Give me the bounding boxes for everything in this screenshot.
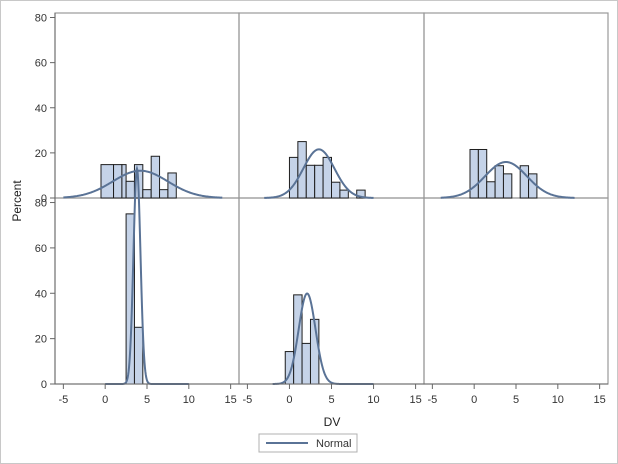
histogram-bar (477, 148, 488, 199)
normal-curve (105, 164, 189, 385)
histogram-bar (288, 156, 299, 199)
x-tick-label: 5 (328, 394, 334, 406)
y-tick-label: 0 (41, 379, 47, 391)
x-tick-label: 0 (471, 394, 477, 406)
y-tick-label: 40 (35, 288, 47, 300)
panel-border (238, 197, 425, 385)
legend-normal-label: Normal (316, 438, 351, 450)
y-tick-label: 20 (35, 334, 47, 346)
panel-border (423, 12, 609, 199)
histogram-bar (322, 156, 333, 199)
histogram-bar (469, 148, 479, 199)
x-tick-label: 15 (225, 394, 237, 406)
x-tick-label: 10 (552, 394, 564, 406)
histogram-bar (159, 189, 169, 199)
x-tick-label: 5 (144, 394, 150, 406)
histogram-bar (142, 189, 152, 199)
y-tick-label: 40 (35, 103, 47, 115)
x-tick-label: -5 (427, 394, 437, 406)
panel-r0-c2 (440, 148, 575, 199)
histogram-bar (494, 165, 504, 199)
legend: Normal (258, 433, 358, 453)
y-tick-label: 20 (35, 148, 47, 160)
x-tick-label: 10 (367, 394, 379, 406)
normal-curve (440, 161, 575, 199)
histogram-bar (314, 164, 324, 199)
histogram-bar (125, 180, 135, 199)
histogram-bar (356, 189, 366, 199)
panel-r1-c0 (105, 164, 189, 385)
histogram-bar (150, 155, 161, 199)
histogram-bar (486, 181, 496, 199)
y-tick-label: 80 (35, 198, 47, 210)
histogram-bar (133, 326, 144, 385)
panels-layer (54, 12, 609, 385)
panel-r1-c1 (272, 292, 374, 385)
panel-border (54, 197, 240, 385)
x-tick-label: -5 (58, 394, 68, 406)
x-tick-label: 0 (102, 394, 108, 406)
normal-curve (63, 169, 223, 199)
y-axis-title: Percent (10, 180, 24, 222)
panel-border (423, 197, 609, 385)
x-tick-label: 10 (183, 394, 195, 406)
x-tick-label: 15 (409, 394, 421, 406)
y-tick-label: 80 (35, 13, 47, 25)
x-tick-label: 0 (286, 394, 292, 406)
histogram-bar (301, 342, 311, 385)
panel-r0-c0 (63, 155, 223, 199)
histogram-bar (305, 164, 316, 199)
y-tick-label: 60 (35, 58, 47, 70)
x-tick-label: 15 (594, 394, 606, 406)
histogram-bar (502, 173, 513, 199)
y-tick-label: 0 (41, 193, 47, 205)
x-tick-label: -5 (243, 394, 253, 406)
y-tick-label: 60 (35, 243, 47, 255)
panel-border (54, 12, 240, 199)
histogram-bar (121, 164, 127, 199)
histogram-bar (331, 181, 341, 199)
normal-curve (264, 148, 374, 199)
panel-r0-c1 (264, 141, 374, 199)
x-axis-title: DV (324, 415, 341, 429)
histogram-bar (339, 189, 349, 199)
x-tick-label: 5 (513, 394, 519, 406)
